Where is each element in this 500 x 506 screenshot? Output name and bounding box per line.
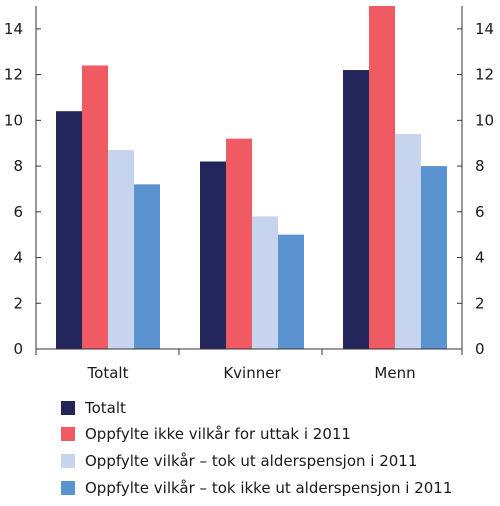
bar-totalt-series-4	[134, 184, 160, 349]
bar-totalt-series-2	[82, 65, 108, 349]
y-tick-label-left: 2	[13, 294, 23, 312]
y-tick-label-right: 2	[475, 294, 485, 312]
y-tick-label-left: 14	[4, 20, 23, 38]
y-tick-label-left: 10	[4, 111, 23, 129]
bar-kvinner-series-3	[252, 216, 278, 349]
bar-totalt-series-1	[56, 111, 82, 349]
y-tick-label-right: 12	[475, 66, 494, 84]
y-tick-label-left: 12	[4, 66, 23, 84]
y-tick-label-right: 4	[475, 249, 485, 267]
legend-swatch-4	[61, 481, 75, 495]
legend-swatch-1	[61, 401, 75, 415]
y-tick-label-left: 6	[13, 203, 23, 221]
bar-menn-series-2	[369, 6, 395, 349]
bar-menn-series-4	[421, 166, 447, 349]
x-tick-label-totalt: Totalt	[87, 364, 129, 382]
y-tick-label-right: 8	[475, 157, 485, 175]
legend-label-2: Oppfylte ikke vilkår for uttak i 2011	[85, 425, 351, 443]
legend-swatch-2	[61, 427, 75, 441]
bar-totalt-series-3	[108, 150, 134, 349]
x-tick-label-kvinner: Kvinner	[223, 364, 281, 382]
bars-group	[56, 6, 447, 349]
x-tick-label-menn: Menn	[374, 364, 415, 382]
y-tick-label-left: 0	[13, 340, 23, 358]
bar-kvinner-series-1	[200, 161, 226, 349]
legend: Totalt Oppfylte ikke vilkår for uttak i 2…	[61, 399, 452, 497]
legend-label-4: Oppfylte vilkår – tok ikke ut alderspens…	[85, 479, 452, 497]
bar-menn-series-3	[395, 134, 421, 349]
y-tick-label-left: 8	[13, 157, 23, 175]
bar-kvinner-series-4	[278, 234, 304, 349]
y-tick-label-right: 14	[475, 20, 494, 38]
axes-group: 0 0 2 2 4 4 6 6 8 8 10 10 12 12 14 14 Totalt Kvinner Menn	[4, 6, 494, 382]
legend-label-1: Totalt	[84, 399, 126, 417]
y-tick-label-right: 6	[475, 203, 485, 221]
y-tick-label-right: 10	[475, 111, 494, 129]
y-tick-label-left: 4	[13, 249, 23, 267]
bar-menn-series-1	[343, 70, 369, 349]
legend-swatch-3	[61, 454, 75, 468]
y-tick-label-right: 0	[475, 340, 485, 358]
legend-label-3: Oppfylte vilkår – tok ut alderspensjon i…	[85, 452, 417, 470]
bar-kvinner-series-2	[226, 138, 252, 349]
